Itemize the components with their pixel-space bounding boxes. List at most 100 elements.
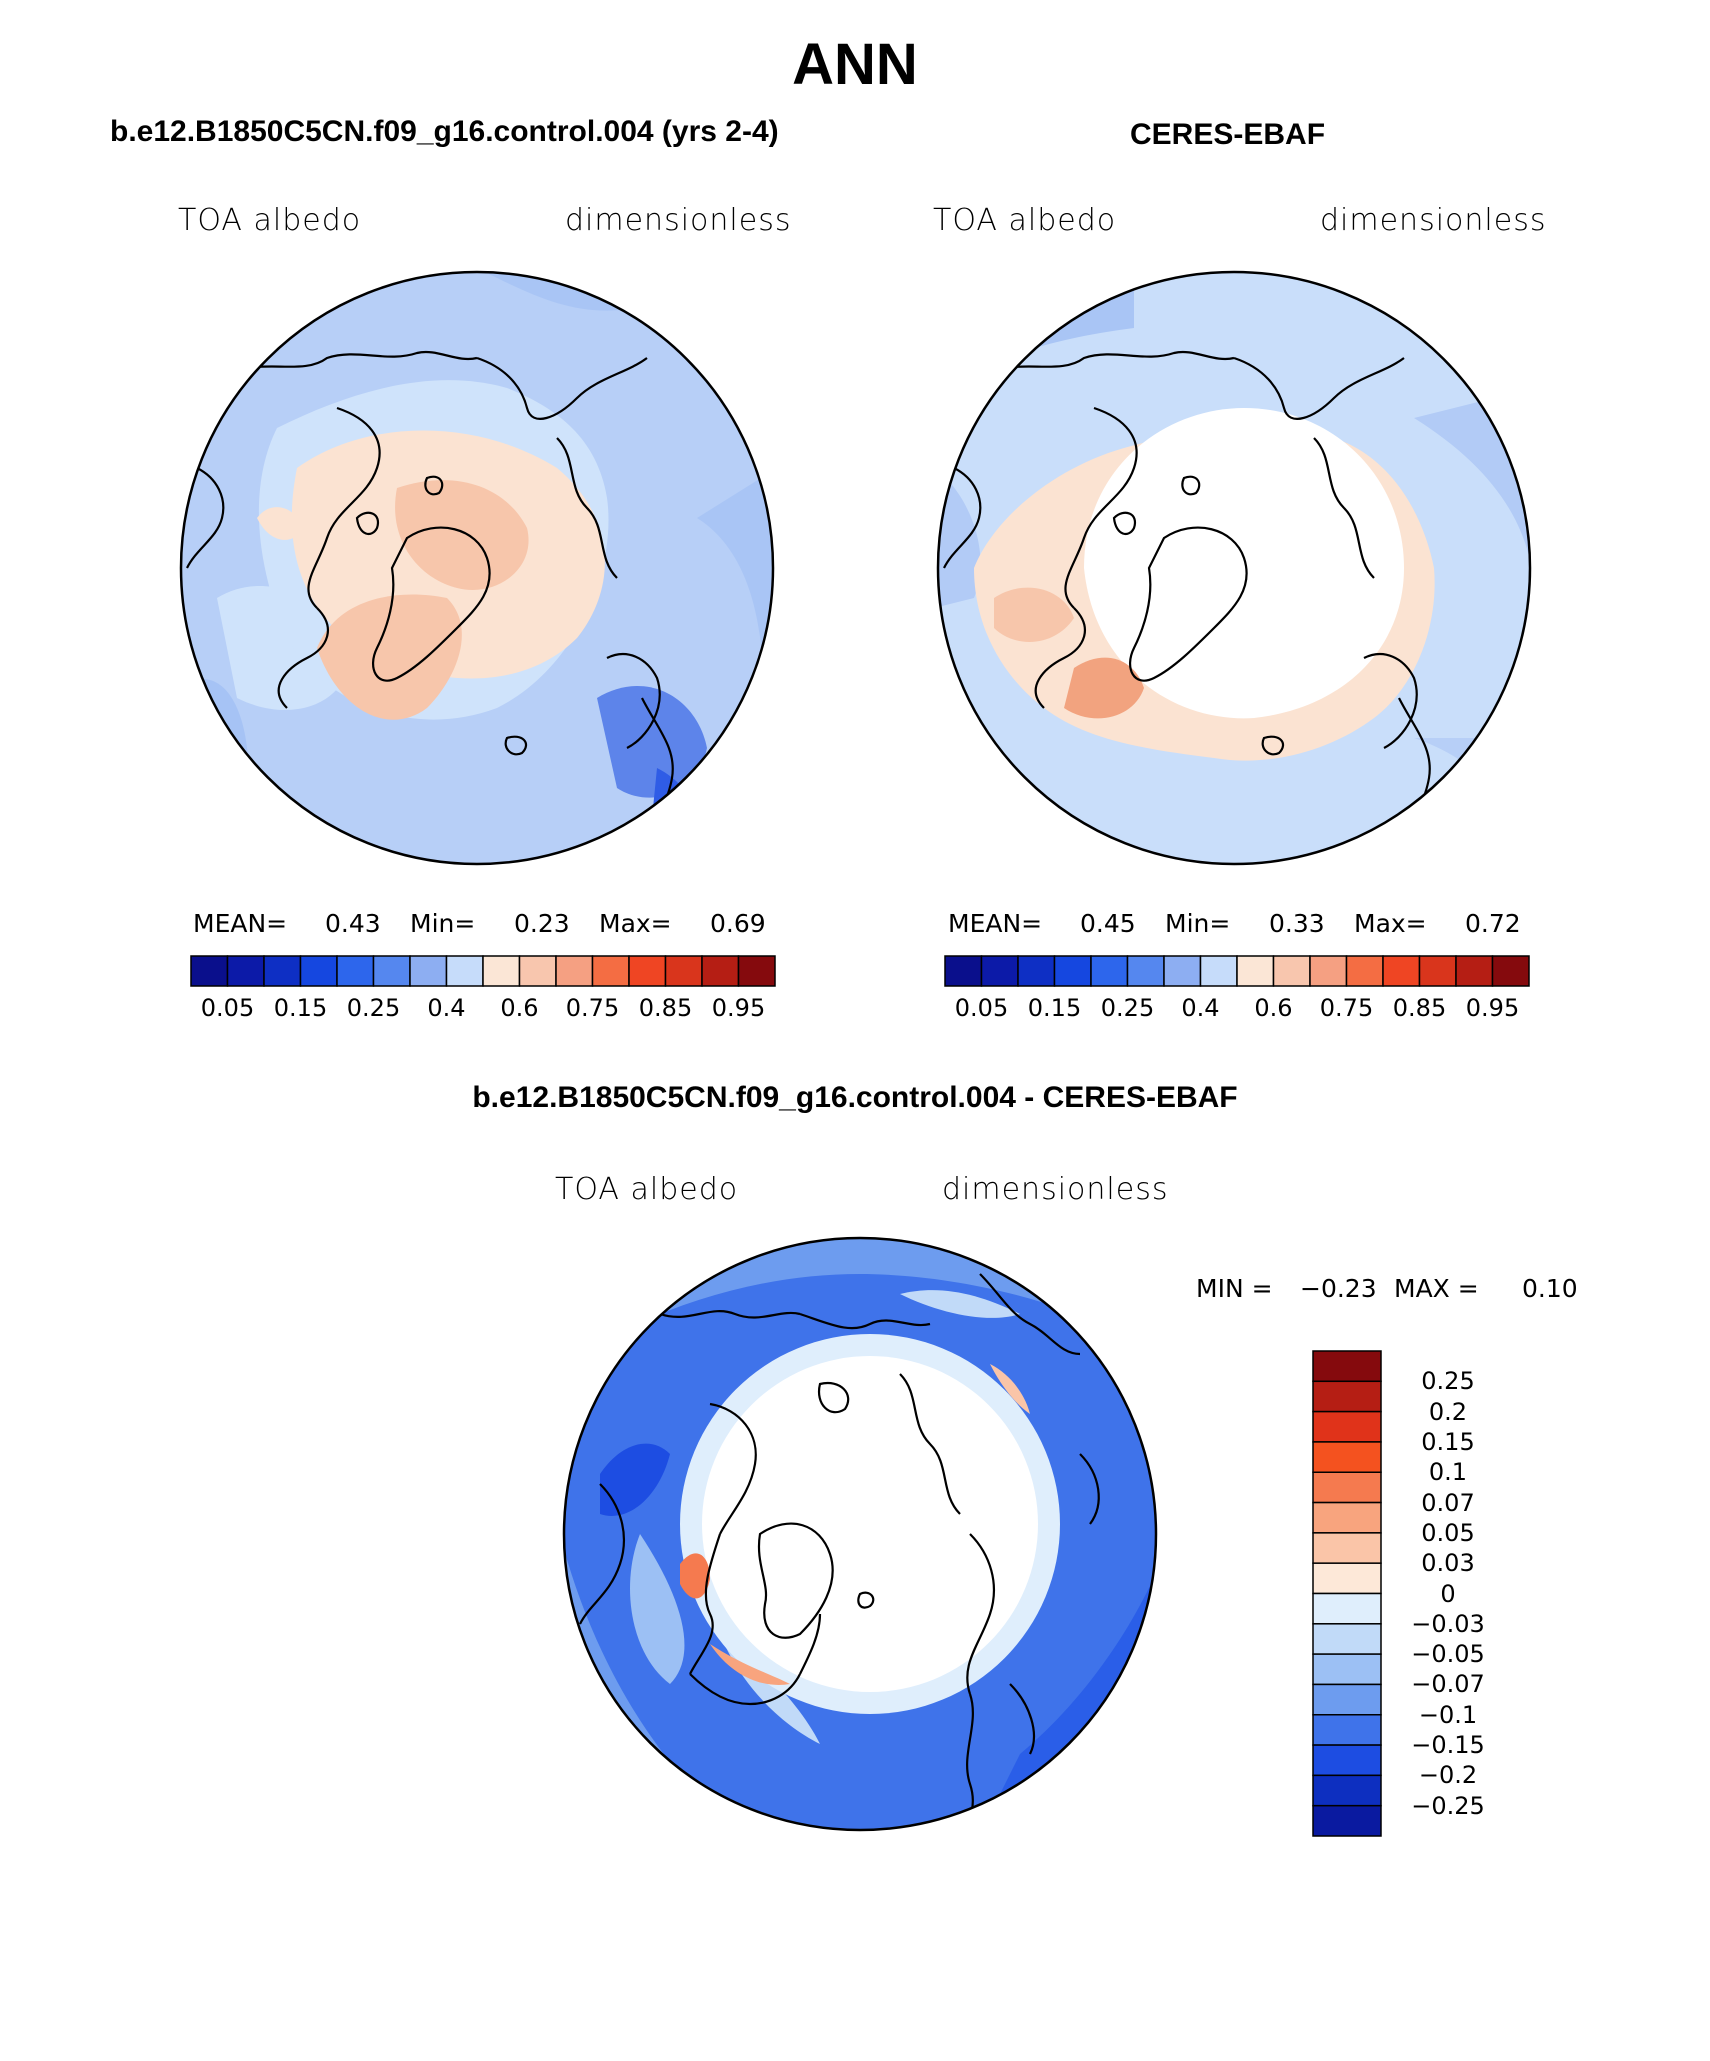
colorbar-difference-tick-label: 0.1 (1428, 1458, 1468, 1487)
colorbar-model-swatch (226, 955, 265, 987)
colorbar-obs-tick-label: 0.6 (1254, 994, 1293, 1022)
colorbar-difference-swatch (1312, 1471, 1382, 1504)
colorbar-difference-swatch (1312, 1350, 1382, 1383)
colorbar-model-tick-label: 0.75 (565, 994, 620, 1022)
mean-value-model: 0.43 (325, 909, 381, 938)
mean-label-model: MEAN= (193, 909, 288, 938)
variable-label-model: TOA albedo (178, 203, 362, 238)
colorbar-model-swatch (701, 955, 740, 987)
max-value-obs: 0.72 (1465, 909, 1521, 938)
colorbar-obs-swatch (1309, 955, 1348, 987)
colorbar-difference-swatch (1312, 1380, 1382, 1413)
colorbar-model-swatch (555, 955, 594, 987)
colorbar-obs-swatch (1236, 955, 1275, 987)
units-label-obs: dimensionless (1320, 203, 1547, 238)
colorbar-difference-swatch (1312, 1441, 1382, 1473)
colorbar-model-swatch (445, 955, 484, 987)
colorbar-difference-swatch (1312, 1744, 1382, 1777)
colorbar-model-tick-label: 0.4 (427, 994, 466, 1022)
colorbar-obs-swatch (1455, 955, 1494, 987)
colorbar-difference-tick-label: 0.25 (1421, 1367, 1475, 1396)
diff-min-value: −0.23 (1300, 1274, 1377, 1303)
variable-label-diff: TOA albedo (555, 1172, 739, 1207)
min-label-obs: Min= (1165, 909, 1231, 938)
variable-label-obs: TOA albedo (933, 203, 1117, 238)
colorbar-difference-swatch (1312, 1804, 1382, 1837)
colorbar-difference-tick-label: −0.25 (1411, 1791, 1485, 1820)
colorbar-difference-tick-label: −0.05 (1411, 1640, 1485, 1669)
colorbar-obs-swatch (1126, 955, 1165, 987)
colorbar-difference-swatch (1312, 1774, 1382, 1807)
polar-map-obs (936, 270, 1532, 866)
colorbar-model-swatch (664, 955, 703, 987)
colorbar-model (190, 955, 776, 987)
colorbar-difference-swatch (1312, 1410, 1382, 1443)
polar-map-model (179, 270, 775, 866)
colorbar-obs-swatch (1345, 955, 1384, 987)
min-value-model: 0.23 (514, 909, 570, 938)
colorbar-model-tick-label: 0.25 (346, 994, 401, 1022)
diff-max-label: MAX = (1394, 1274, 1479, 1303)
main-title: ANN (792, 32, 918, 97)
units-label-diff: dimensionless (942, 1172, 1169, 1207)
colorbar-difference-tick-label: −0.07 (1411, 1670, 1485, 1699)
colorbar-obs-swatch (1090, 955, 1129, 987)
colorbar-model-swatch (336, 955, 375, 987)
colorbar-obs-tick-label: 0.95 (1465, 994, 1520, 1022)
units-label-model: dimensionless (565, 203, 792, 238)
max-label-model: Max= (599, 909, 672, 938)
colorbar-obs-swatch (980, 955, 1019, 987)
colorbar-obs-tick-label: 0.4 (1181, 994, 1220, 1022)
colorbar-ticks-obs: 0.05 0.15 0.25 0.4 0.6 0.75 0.85 0.95 (944, 993, 1530, 1025)
colorbar-obs-swatch (1272, 955, 1311, 987)
colorbar-model-tick-label: 0.95 (711, 994, 766, 1022)
colorbar-difference-tick-label: −0.1 (1418, 1700, 1478, 1729)
colorbar-model-swatch (591, 955, 630, 987)
colorbar-obs-swatch (1418, 955, 1457, 987)
colorbar-model-swatch (409, 955, 448, 987)
diff-min-label: MIN = (1196, 1274, 1273, 1303)
colorbar-difference-tick-label: −0.03 (1411, 1609, 1485, 1638)
colorbar-difference-tick-label: 0.07 (1421, 1488, 1475, 1517)
max-value-model: 0.69 (710, 909, 766, 938)
colorbar-model-swatch (737, 955, 776, 987)
colorbar-difference-swatch (1312, 1683, 1382, 1716)
colorbar-obs-tick-label: 0.15 (1027, 994, 1082, 1022)
colorbar-obs-swatch (1382, 955, 1421, 987)
colorbar-model-swatch (299, 955, 338, 987)
colorbar-obs-swatch (1199, 955, 1238, 987)
difference-title: b.e12.B1850C5CN.f09_g16.control.004 - CE… (472, 1081, 1238, 1114)
colorbar-obs-swatch (1017, 955, 1056, 987)
colorbar-model-tick-label: 0.6 (500, 994, 539, 1022)
colorbar-obs-swatch (1491, 955, 1530, 987)
colorbar-obs (944, 955, 1530, 987)
panel-title-obs: CERES-EBAF (1130, 118, 1326, 151)
colorbar-difference-tick-label: 0.03 (1421, 1549, 1475, 1578)
mean-label-obs: MEAN= (948, 909, 1043, 938)
diff-max-value: 0.10 (1522, 1274, 1578, 1303)
colorbar-difference-tick-label: −0.15 (1411, 1731, 1485, 1760)
colorbar-model-swatch (263, 955, 302, 987)
polar-map-difference (562, 1236, 1158, 1832)
colorbar-difference-ticks: 0.25 0.2 0.15 0.1 0.07 0.05 0.03 0 −0.03 −0.05 −0.… (1388, 1350, 1508, 1837)
colorbar-difference-tick-label: 0.05 (1421, 1518, 1475, 1547)
colorbar-difference-swatch (1312, 1501, 1382, 1534)
colorbar-difference-swatch (1312, 1623, 1382, 1655)
colorbar-obs-tick-label: 0.25 (1100, 994, 1155, 1022)
colorbar-obs-tick-label: 0.85 (1392, 994, 1447, 1022)
colorbar-obs-swatch (1053, 955, 1092, 987)
colorbar-difference-swatch (1312, 1714, 1382, 1746)
colorbar-difference-tick-label: −0.2 (1418, 1761, 1478, 1790)
colorbar-model-swatch (190, 955, 229, 987)
colorbar-model-tick-label: 0.85 (638, 994, 693, 1022)
colorbar-difference-swatch (1312, 1532, 1382, 1564)
panel-title-model: b.e12.B1850C5CN.f09_g16.control.004 (yrs… (110, 115, 779, 148)
colorbar-difference-tick-label: 0.2 (1428, 1397, 1468, 1426)
min-label-model: Min= (410, 909, 476, 938)
min-value-obs: 0.33 (1269, 909, 1325, 938)
colorbar-obs-tick-label: 0.05 (954, 994, 1009, 1022)
colorbar-difference-swatch (1312, 1562, 1382, 1595)
colorbar-difference-tick-label: 0 (1440, 1579, 1456, 1608)
colorbar-model-tick-label: 0.15 (273, 994, 328, 1022)
colorbar-model-swatch (628, 955, 667, 987)
